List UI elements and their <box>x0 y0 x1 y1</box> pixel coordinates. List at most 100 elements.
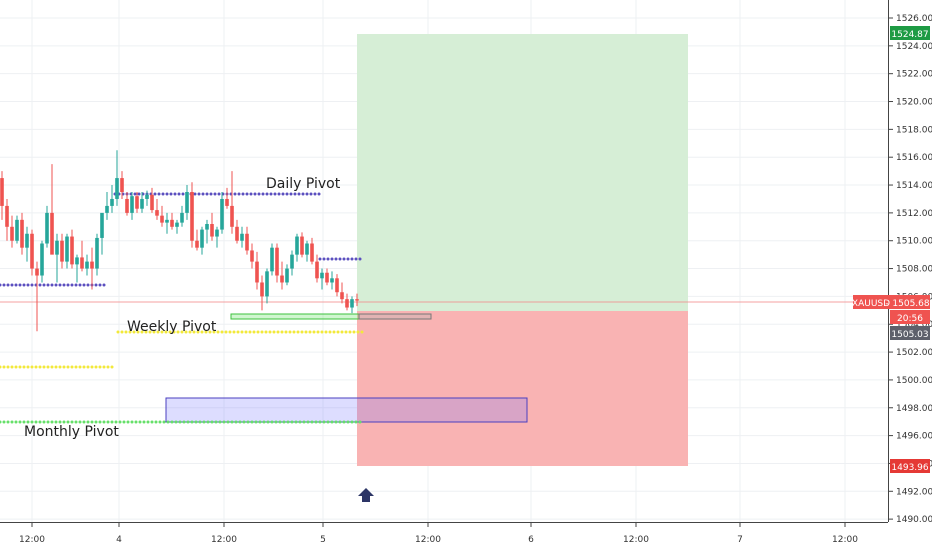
candle <box>100 212 104 255</box>
support-box-green[interactable] <box>230 313 360 320</box>
x-tick-label: 12:00 <box>19 535 45 545</box>
axis-corner <box>889 523 932 550</box>
candle <box>115 150 119 206</box>
profit-zone[interactable] <box>357 34 688 311</box>
candle <box>120 171 124 199</box>
candle <box>165 212 169 234</box>
candle <box>200 226 204 255</box>
x-tick-label: 12:00 <box>211 535 237 545</box>
x-axis-ticks: 12:00 4 12:00 5 12:00 6 12:00 7 12:00 <box>19 522 858 545</box>
candle <box>45 205 49 248</box>
candle <box>125 192 129 216</box>
candle <box>160 205 164 227</box>
weekly-pivot-label: Weekly Pivot <box>127 319 217 335</box>
support-box-grey[interactable] <box>358 313 432 320</box>
monthly-pivot-label: Monthly Pivot <box>24 424 119 440</box>
candle <box>25 226 29 262</box>
candle <box>320 268 324 290</box>
y-tick-label: 1524.00 <box>896 42 932 52</box>
candle <box>220 192 224 234</box>
up-arrow-icon[interactable] <box>358 488 374 502</box>
loss-zone[interactable] <box>357 311 688 466</box>
x-tick-label: 7 <box>737 535 743 545</box>
candle <box>315 254 319 283</box>
candle <box>150 187 154 213</box>
monthly-pivot-dots <box>0 420 362 424</box>
candle <box>250 243 254 269</box>
candle <box>60 233 64 269</box>
y-tick-label: 1502.00 <box>896 348 932 358</box>
candle <box>260 275 264 311</box>
x-tick-label: 6 <box>528 535 534 545</box>
candle <box>10 215 14 248</box>
daily-pivot-dots <box>113 192 321 196</box>
y-tick-label: 1492.00 <box>896 487 932 497</box>
y-tick-label: 1514.00 <box>896 181 932 191</box>
svg-text:1493.96: 1493.96 <box>891 463 928 473</box>
y-tick-label: 1500.00 <box>896 376 932 386</box>
candle <box>210 212 214 241</box>
candle <box>245 226 249 255</box>
svg-text:-: - <box>885 299 888 309</box>
candle <box>265 268 269 304</box>
y-tick-label: 1526.00 <box>896 14 932 24</box>
y-tick-label: 1498.00 <box>896 404 932 414</box>
svg-text:1505.68: 1505.68 <box>892 299 929 309</box>
candle <box>140 192 144 213</box>
candle <box>85 254 89 276</box>
candle <box>305 240 309 262</box>
candle <box>300 232 304 258</box>
candle <box>40 240 44 283</box>
candle <box>350 296 354 314</box>
candle <box>280 261 284 290</box>
candle <box>275 243 279 283</box>
candle <box>5 198 9 241</box>
daily-pivot-dots <box>0 283 106 287</box>
candle <box>95 233 99 276</box>
candle <box>355 293 359 307</box>
candle <box>335 274 339 297</box>
candle <box>330 271 334 290</box>
candle <box>310 237 314 265</box>
y-tick-label: 1510.00 <box>896 237 932 247</box>
svg-text:XAUUSD: XAUUSD <box>852 299 890 309</box>
candle <box>145 190 149 206</box>
weekly-pivot-dots <box>0 365 114 369</box>
y-tick-label: 1518.00 <box>896 125 932 135</box>
y-tick-label: 1496.00 <box>896 432 932 442</box>
y-tick-label: 1522.00 <box>896 70 932 80</box>
weekly-pivot-dots <box>116 330 364 334</box>
daily-pivot-label: Daily Pivot <box>266 176 341 192</box>
pivot-lines <box>0 192 364 424</box>
candle <box>170 212 174 230</box>
monthly-range-box[interactable] <box>165 397 528 423</box>
candle <box>195 229 199 251</box>
candle <box>180 205 184 227</box>
entry-price-tag: 1505.03 <box>890 326 930 340</box>
candle <box>185 185 189 220</box>
y-tick-label: 1508.00 <box>896 265 932 275</box>
candle <box>55 233 59 283</box>
candle <box>80 240 84 272</box>
y-tick-label: 1520.00 <box>896 98 932 108</box>
current-price-tag: XAUUSD - 1505.68 <box>852 295 930 309</box>
candle <box>345 293 349 311</box>
candle <box>235 219 239 244</box>
candle <box>75 254 79 283</box>
candle <box>255 251 259 290</box>
candle <box>270 243 274 276</box>
x-tick-label: 12:00 <box>623 535 649 545</box>
candle <box>290 250 294 276</box>
candle <box>130 192 134 220</box>
y-axis-ticks: 1526.00 1524.00 1522.00 1520.00 1518.00 1516.… <box>888 14 932 525</box>
candle <box>325 268 329 286</box>
candle <box>155 198 159 220</box>
y-tick-label: 1516.00 <box>896 153 932 163</box>
candle <box>90 247 94 290</box>
candle <box>50 164 54 255</box>
candle <box>30 229 34 276</box>
candle <box>225 187 229 209</box>
candle <box>70 229 74 269</box>
